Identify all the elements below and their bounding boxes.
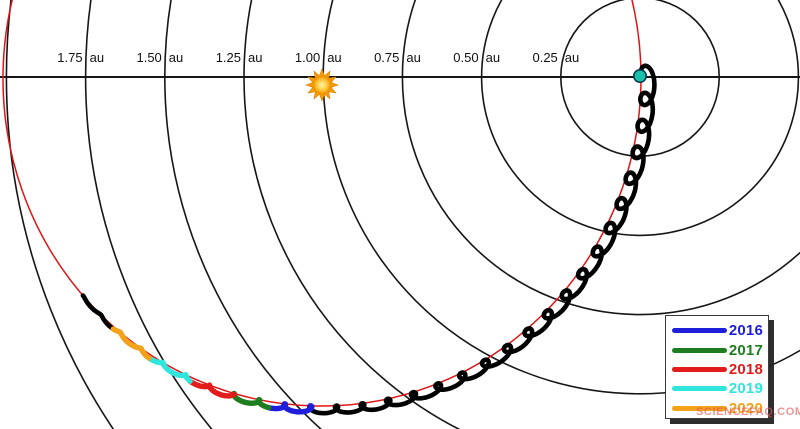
ring-label-unit-1.25: au xyxy=(248,50,262,65)
ring-label-unit-0.5: au xyxy=(486,50,500,65)
legend-year-label-2016: 2016 xyxy=(728,322,763,340)
legend-item-2017: 2017 xyxy=(666,340,768,359)
sun-icon xyxy=(305,68,339,102)
legend-item-2019: 2019 xyxy=(666,379,768,398)
sun-core xyxy=(313,76,331,94)
ring-label-unit-1.5: au xyxy=(169,50,183,65)
trajectory-segment-2018 xyxy=(187,378,237,399)
legend-swatch-2018 xyxy=(672,366,727,372)
legend-item-2020: 2020 xyxy=(666,399,768,418)
ring-label-unit-1: au xyxy=(327,50,341,65)
legend-item-2016: 2016 xyxy=(666,321,768,340)
ring-label-unit-0.75: au xyxy=(406,50,420,65)
watermark-text: SCIENCEFAQ.COM xyxy=(696,406,800,418)
legend-swatch-2016 xyxy=(672,328,727,334)
legend-year-label-2017: 2017 xyxy=(728,341,763,359)
ring-label-number-0.25: 0.25 xyxy=(532,50,557,65)
legend-box: 2016 2017 2018 2019 2020 xyxy=(665,315,769,419)
orbit-group xyxy=(2,0,657,416)
ring-label-number-1.25: 1.25 xyxy=(216,50,241,65)
legend-year-label-2019: 2019 xyxy=(728,380,763,398)
ring-label-number-0.5: 0.50 xyxy=(453,50,478,65)
legend-year-label-2018: 2018 xyxy=(728,360,763,378)
legend-swatch-2020 xyxy=(672,405,727,411)
ring-label-number-1: 1.00 xyxy=(295,50,320,65)
ring-label-unit-0.25: au xyxy=(565,50,579,65)
legend-item-2018: 2018 xyxy=(666,360,768,379)
ring-label-number-0.75: 0.75 xyxy=(374,50,399,65)
earth-marker xyxy=(632,69,647,84)
trajectory-segment-2019 xyxy=(146,355,193,384)
ring-label-number-1.75: 1.75 xyxy=(57,50,82,65)
trajectory-segment-2016 xyxy=(265,401,315,415)
legend-swatch-2017 xyxy=(672,347,727,353)
legend-year-label-2020: 2020 xyxy=(728,399,763,417)
ring-label-number-1.5: 1.50 xyxy=(136,50,161,65)
distance-ring-0.5au xyxy=(480,0,800,237)
legend-swatch-2019 xyxy=(672,386,727,392)
distance-ring-0.75au xyxy=(401,0,800,316)
ring-label-unit-1.75: au xyxy=(90,50,104,65)
trajectory-segment-2020 xyxy=(110,326,152,361)
